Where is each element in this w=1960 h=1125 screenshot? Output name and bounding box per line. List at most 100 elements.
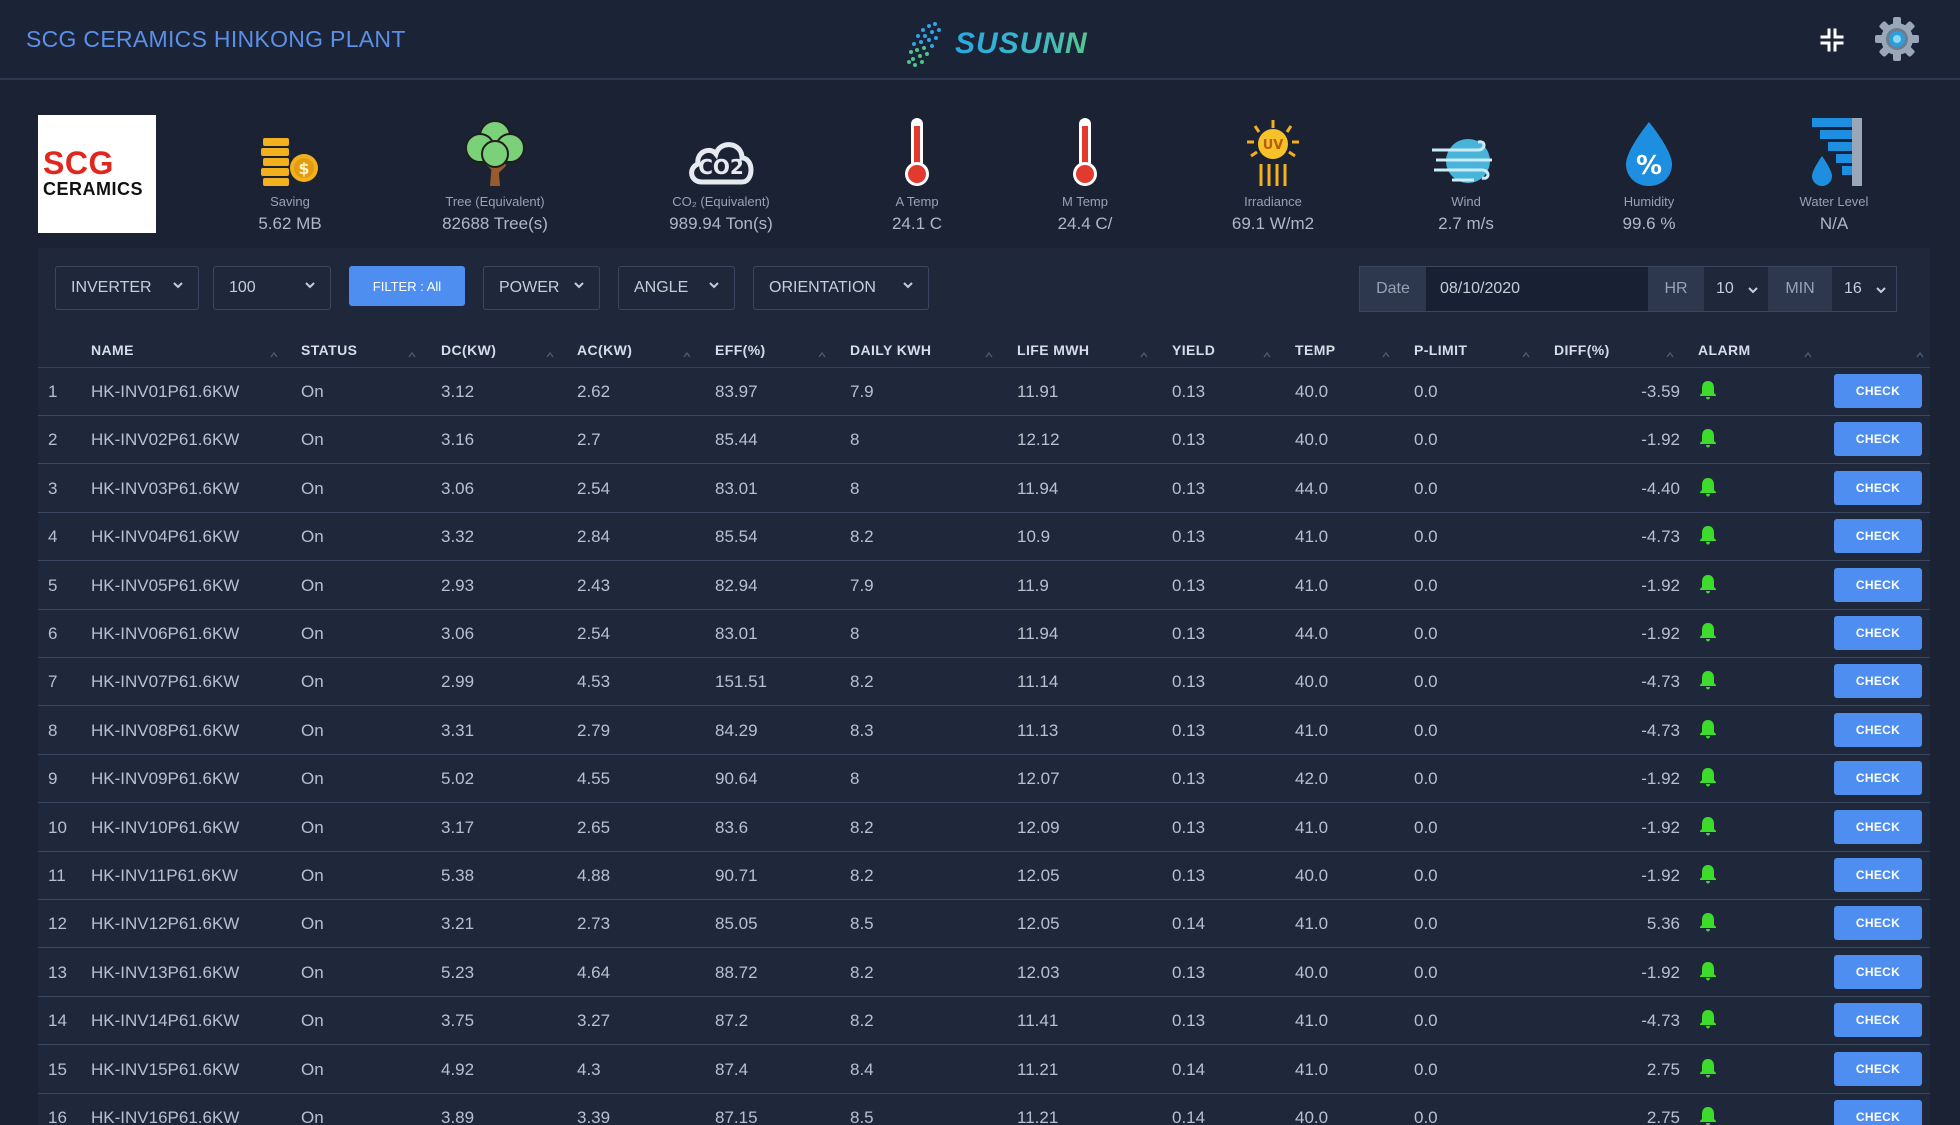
column-header-p-limit[interactable]: P-LIMIT — [1414, 342, 1468, 358]
stat-value: 99.6 % — [1622, 214, 1676, 233]
sort-arrow-icon[interactable] — [1916, 352, 1924, 358]
temp-cell: 40.0 — [1295, 962, 1329, 982]
eff-cell: 83.97 — [715, 382, 758, 401]
life-mwh-cell: 12.05 — [1017, 866, 1060, 885]
ac-cell: 2.7 — [577, 430, 601, 450]
stat-value: 82688 Tree(s) — [442, 214, 548, 233]
stat-label: Humidity — [1623, 194, 1675, 209]
eff-cell: 85.54 — [715, 527, 758, 547]
angle-dropdown[interactable]: ANGLE — [618, 266, 735, 310]
column-header-ac[interactable]: AC(KW) — [577, 342, 633, 358]
ac-cell: 2.43 — [577, 575, 611, 595]
column-header-daily-kwh[interactable]: DAILY KWH — [850, 342, 932, 358]
diff-cell: -1.92 — [1641, 769, 1680, 789]
thermometer-icon — [1073, 118, 1097, 186]
sort-arrow-icon[interactable] — [1140, 352, 1148, 358]
column-header-alarm[interactable]: ALARM — [1698, 342, 1751, 358]
column-header-temp[interactable]: TEMP — [1295, 342, 1336, 358]
exit-fullscreen-icon[interactable] — [1818, 26, 1846, 54]
sort-arrow-icon[interactable] — [408, 352, 416, 358]
yield-cell: 0.13 — [1172, 527, 1206, 547]
chevron-down-icon — [173, 282, 183, 289]
eff-cell: 83.6 — [715, 817, 749, 837]
diff-cell: -4.73 — [1641, 527, 1680, 547]
svg-text:CO2: CO2 — [698, 155, 744, 179]
check-button[interactable]: CHECK — [1834, 858, 1922, 892]
column-header-dc[interactable]: DC(KW) — [441, 342, 497, 358]
alarm-bell-icon — [1700, 477, 1716, 497]
ac-cell: 4.53 — [577, 672, 611, 692]
diff-cell: -1.92 — [1641, 817, 1680, 837]
check-button[interactable]: CHECK — [1834, 1003, 1922, 1038]
sort-arrow-icon[interactable] — [270, 352, 278, 358]
hour-select[interactable]: 10 — [1704, 267, 1768, 311]
check-button[interactable]: CHECK — [1834, 1051, 1922, 1086]
dc-cell: 3.31 — [441, 720, 475, 740]
co2-cloud-icon: CO2 — [689, 142, 754, 185]
svg-text:%: % — [1636, 151, 1662, 181]
yield-cell: 0.14 — [1172, 914, 1206, 934]
column-header-diff[interactable]: DIFF(%) — [1554, 342, 1610, 358]
orientation-dropdown[interactable]: ORIENTATION — [753, 266, 929, 310]
stat-value: 24.1 C — [891, 214, 943, 233]
sort-arrow-icon[interactable] — [683, 352, 691, 358]
date-input[interactable]: 08/10/2020 — [1426, 267, 1648, 311]
ac-cell: 2.84 — [577, 527, 611, 547]
life-mwh-cell: 11.13 — [1017, 720, 1059, 740]
diff-cell: -4.73 — [1641, 672, 1680, 692]
sort-arrow-icon[interactable] — [1804, 352, 1812, 358]
status-cell: On — [301, 817, 324, 837]
dc-cell: 2.99 — [441, 672, 475, 692]
ac-cell: 4.64 — [577, 962, 611, 982]
diff-cell: -4.40 — [1641, 478, 1680, 498]
check-button[interactable]: CHECK — [1834, 954, 1922, 989]
check-button[interactable]: CHECK — [1834, 470, 1922, 505]
page-size-dropdown[interactable]: 100 — [213, 266, 331, 310]
sort-arrow-icon[interactable] — [1263, 352, 1271, 358]
ac-cell: 4.3 — [577, 1059, 601, 1079]
life-mwh-cell: 12.07 — [1017, 769, 1060, 789]
check-button[interactable]: CHECK — [1834, 761, 1922, 796]
stat-label: Wind — [1451, 194, 1481, 209]
column-header-eff[interactable]: EFF(%) — [715, 342, 766, 358]
settings-gear-icon[interactable] — [1872, 14, 1922, 64]
stat-irradiance: UV Irradiance 69.1 W/m2 — [1183, 110, 1363, 234]
check-button[interactable]: CHECK — [1834, 1100, 1922, 1125]
table-row: 3 HK-INV03P61.6KW On 3.06 2.54 83.01 8 11.94 0.1… — [38, 465, 1930, 513]
check-button[interactable]: CHECK — [1834, 519, 1922, 554]
status-cell: On — [301, 672, 324, 692]
sort-arrow-icon[interactable] — [546, 352, 554, 358]
check-button[interactable]: CHECK — [1834, 664, 1922, 699]
filter-button[interactable]: FILTER : All — [349, 266, 465, 306]
check-button[interactable]: CHECK — [1834, 809, 1922, 844]
table-row: 7 HK-INV07P61.6KW On 2.99 4.53 151.51 8.2 11.14… — [38, 658, 1930, 707]
sort-arrow-icon[interactable] — [1522, 352, 1530, 358]
column-header-status[interactable]: STATUS — [301, 342, 358, 358]
chevron-down-icon — [1748, 287, 1758, 294]
inverter-name: HK-INV14P61.6KW — [91, 1011, 240, 1031]
sort-arrow-icon[interactable] — [1382, 352, 1390, 358]
column-header-life-mwh[interactable]: LIFE MWH — [1017, 342, 1090, 358]
check-button[interactable]: CHECK — [1834, 616, 1922, 650]
check-button[interactable]: CHECK — [1834, 906, 1922, 941]
sort-arrow-icon[interactable] — [985, 352, 993, 358]
dc-cell: 3.16 — [441, 430, 475, 450]
minute-select[interactable]: 16 — [1832, 267, 1896, 311]
check-button[interactable]: CHECK — [1834, 567, 1922, 602]
column-header-name[interactable]: NAME — [91, 342, 134, 358]
daily-kwh-cell: 8.2 — [850, 527, 874, 547]
sort-arrow-icon[interactable] — [1666, 352, 1674, 358]
page-size-value: 100 — [229, 279, 256, 296]
column-header-yield[interactable]: YIELD — [1172, 342, 1216, 358]
stat-label: CO₂ (Equivalent) — [672, 194, 770, 209]
check-button[interactable]: CHECK — [1834, 374, 1922, 408]
power-dropdown[interactable]: POWER — [483, 266, 600, 310]
inverter-name: HK-INV04P61.6KW — [91, 527, 240, 547]
p-limit-cell: 0.0 — [1414, 817, 1438, 837]
check-button[interactable]: CHECK — [1834, 422, 1922, 457]
hour-value: 10 — [1716, 280, 1734, 297]
check-button[interactable]: CHECK — [1834, 712, 1922, 747]
inverter-dropdown[interactable]: INVERTER — [55, 266, 199, 310]
sort-arrow-icon[interactable] — [818, 352, 826, 358]
status-cell: On — [301, 478, 324, 498]
